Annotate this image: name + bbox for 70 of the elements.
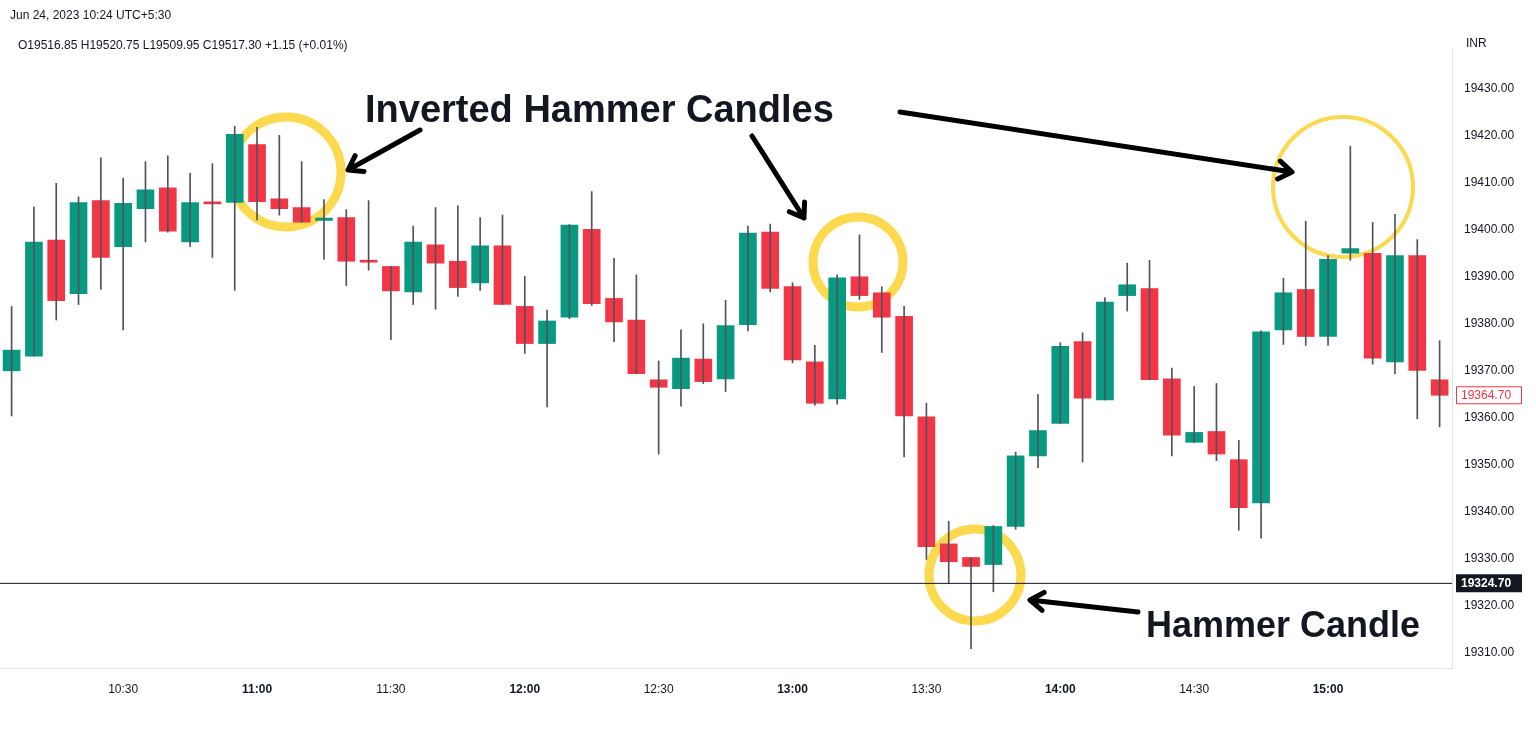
- ref-line-label: 19324.70: [1461, 575, 1512, 590]
- y-tick-label: 19400.00: [1464, 221, 1515, 236]
- candlestick: [92, 157, 110, 290]
- y-tick-label: 19340.00: [1464, 503, 1515, 518]
- x-tick-label: 14:30: [1179, 681, 1210, 696]
- x-tick-label: 11:00: [242, 681, 273, 696]
- y-tick-label: 19310.00: [1464, 644, 1515, 659]
- candlestick: [225, 125, 244, 291]
- y-tick-label: 19320.00: [1464, 597, 1515, 612]
- x-tick-label: 14:00: [1044, 681, 1076, 696]
- candlestick: [806, 345, 824, 406]
- candlestick: [337, 209, 356, 287]
- candlestick: [872, 286, 891, 353]
- y-tick-label: 19390.00: [1464, 268, 1515, 283]
- candlestick: [1029, 394, 1047, 469]
- y-tick-label: 19430.00: [1464, 80, 1515, 95]
- candlestick: [1163, 367, 1181, 457]
- y-tick-label: 19350.00: [1464, 456, 1515, 471]
- candlestick: [694, 323, 713, 384]
- candlestick: [292, 161, 311, 223]
- candlestick: [895, 306, 913, 458]
- x-tick-label: 12:00: [509, 681, 541, 696]
- candlestick: [181, 173, 199, 248]
- x-tick-label: 10:30: [108, 681, 139, 696]
- candlestick: [1252, 330, 1270, 539]
- candlestick: [1386, 213, 1404, 374]
- candlestick: [1185, 386, 1203, 443]
- candlestick: [538, 309, 556, 408]
- candlestick: [1096, 297, 1114, 401]
- candlestick: [315, 199, 333, 260]
- candlestick: [158, 155, 177, 233]
- text: Jun 24, 2023 10:24 UTC+5:30: [10, 8, 172, 22]
- y-tick-label: 19380.00: [1464, 315, 1515, 330]
- candlestick: [672, 329, 690, 407]
- candlestick: [1296, 220, 1315, 346]
- candlestick: [471, 217, 489, 291]
- annotation: Inverted Hammer Candles: [365, 88, 834, 131]
- candlestick: [1051, 342, 1070, 424]
- annotation: Hammer Candle: [1146, 604, 1421, 646]
- y-axis-title: INR: [1466, 36, 1487, 50]
- candlestick: [962, 557, 980, 650]
- candlestick: [1229, 440, 1248, 531]
- candlestick: [1408, 239, 1427, 420]
- annotation: O19516.85 H19520.75 L19509.95 C19517.30 +1.15 (+0.01%): [18, 38, 348, 52]
- x-tick-label: 15:00: [1312, 681, 1344, 696]
- x-tick-label: 13:00: [777, 681, 809, 696]
- y-tick-label: 19330.00: [1464, 550, 1515, 565]
- candlestick: [449, 205, 467, 297]
- candlestick: [605, 258, 623, 342]
- x-tick-label: 13:30: [911, 681, 942, 696]
- candlestick: [47, 182, 66, 321]
- candlestick: [382, 266, 400, 341]
- candlestick: [739, 225, 757, 332]
- candlestick: [114, 177, 132, 331]
- y-tick-label: 19410.00: [1464, 174, 1515, 189]
- candlestick: [25, 206, 43, 357]
- candlestick: [404, 225, 423, 305]
- text: 19364.70: [1461, 387, 1512, 402]
- candlestick: [248, 126, 266, 221]
- y-tick-label: 19360.00: [1464, 409, 1515, 424]
- candlestick: [1319, 255, 1337, 346]
- candlestick: [515, 275, 534, 354]
- candlestick: [582, 191, 601, 306]
- candlestick: [761, 223, 780, 293]
- y-tick-label: 19370.00: [1464, 362, 1515, 377]
- candlestick: [828, 274, 846, 405]
- candlestick: [1118, 262, 1137, 312]
- x-tick-label: 12:30: [643, 681, 674, 696]
- y-tick-label: 19420.00: [1464, 127, 1515, 142]
- x-tick-label: 11:30: [376, 681, 406, 696]
